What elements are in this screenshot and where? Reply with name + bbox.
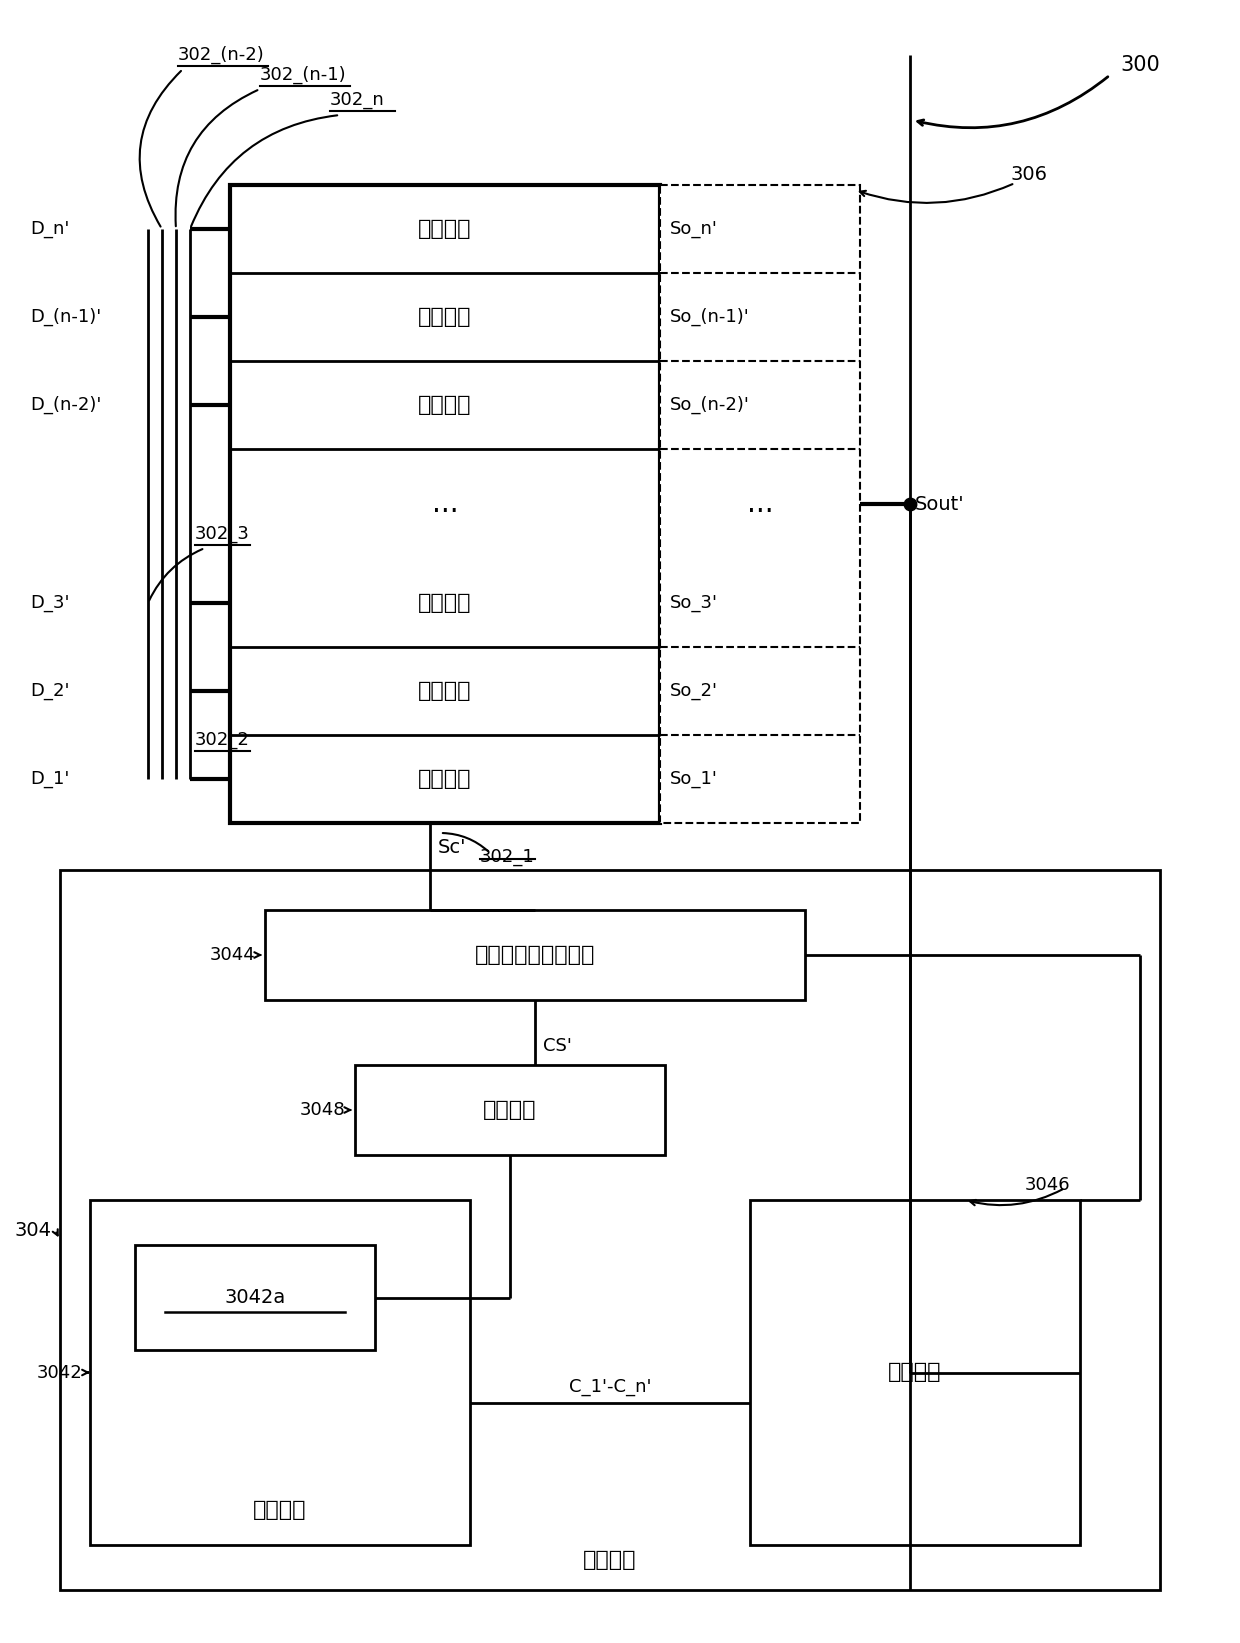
- Text: D_(n-2)': D_(n-2)': [30, 396, 102, 414]
- Text: So_n': So_n': [670, 220, 718, 238]
- Text: 3044: 3044: [210, 946, 255, 964]
- Text: 3046: 3046: [1024, 1176, 1070, 1194]
- Text: So_1': So_1': [670, 771, 718, 789]
- Text: So_(n-1)': So_(n-1)': [670, 307, 750, 325]
- Text: ...: ...: [746, 490, 774, 518]
- Text: D_2': D_2': [30, 682, 69, 700]
- Text: 转换元件: 转换元件: [418, 307, 471, 327]
- Text: D_(n-1)': D_(n-1)': [30, 307, 102, 325]
- Text: 3042a: 3042a: [224, 1288, 285, 1306]
- Text: So_(n-2)': So_(n-2)': [670, 396, 750, 414]
- Bar: [229, 186, 660, 823]
- Text: Sout': Sout': [915, 495, 965, 514]
- Text: 校正电路: 校正电路: [888, 1362, 941, 1382]
- Text: 302_(n-2): 302_(n-2): [179, 46, 265, 64]
- Text: 转换元件: 转换元件: [418, 680, 471, 702]
- Text: So_3': So_3': [670, 595, 718, 611]
- Text: 数字至模拟转换电路: 数字至模拟转换电路: [475, 945, 595, 964]
- Text: 3048: 3048: [299, 1101, 345, 1119]
- Text: 转换元件: 转换元件: [418, 219, 471, 238]
- Text: 300: 300: [1120, 54, 1159, 76]
- Text: 306: 306: [1011, 166, 1047, 184]
- Text: D_1': D_1': [30, 771, 69, 789]
- Bar: [135, 1245, 374, 1351]
- Bar: [750, 1199, 1080, 1544]
- Bar: [60, 871, 1159, 1590]
- Text: 转换元件: 转换元件: [418, 593, 471, 613]
- Text: D_n': D_n': [30, 220, 69, 238]
- Text: D_3': D_3': [30, 595, 69, 611]
- Text: 302_2: 302_2: [195, 731, 250, 749]
- Text: C_1'-C_n': C_1'-C_n': [569, 1378, 651, 1397]
- Text: 补偿元件: 补偿元件: [583, 1549, 637, 1571]
- Text: 转换元件: 转换元件: [418, 769, 471, 789]
- Text: 3042: 3042: [36, 1364, 82, 1382]
- Text: 302_1: 302_1: [480, 848, 534, 866]
- Text: CS': CS': [543, 1037, 572, 1055]
- Text: 302_n: 302_n: [330, 90, 384, 108]
- Text: 转换元件: 转换元件: [418, 394, 471, 416]
- Text: Sc': Sc': [438, 838, 466, 858]
- Text: 存储电路: 存储电路: [253, 1500, 306, 1520]
- Text: So_2': So_2': [670, 682, 718, 700]
- Text: 304: 304: [15, 1221, 52, 1239]
- Text: 302_(n-1): 302_(n-1): [260, 66, 347, 84]
- Bar: [265, 910, 805, 1001]
- Text: ...: ...: [432, 490, 459, 518]
- Bar: [355, 1065, 665, 1155]
- Bar: [660, 186, 861, 823]
- Text: 加法电路: 加法电路: [484, 1101, 537, 1121]
- Text: 302_3: 302_3: [195, 526, 250, 542]
- Bar: [91, 1199, 470, 1544]
